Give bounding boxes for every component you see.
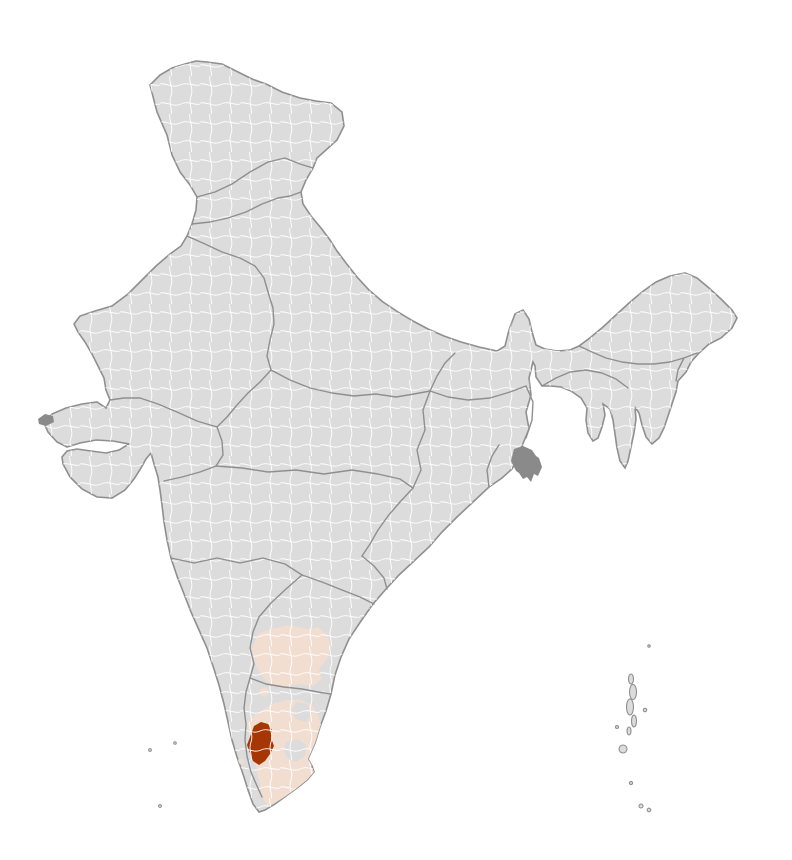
state-borders — [110, 158, 697, 797]
andaman-nicobar-islands[interactable] — [616, 645, 651, 812]
dense-dark-patch[interactable] — [511, 446, 542, 482]
kutch-islet[interactable] — [38, 414, 54, 426]
lakshadweep-islands[interactable] — [149, 742, 177, 808]
